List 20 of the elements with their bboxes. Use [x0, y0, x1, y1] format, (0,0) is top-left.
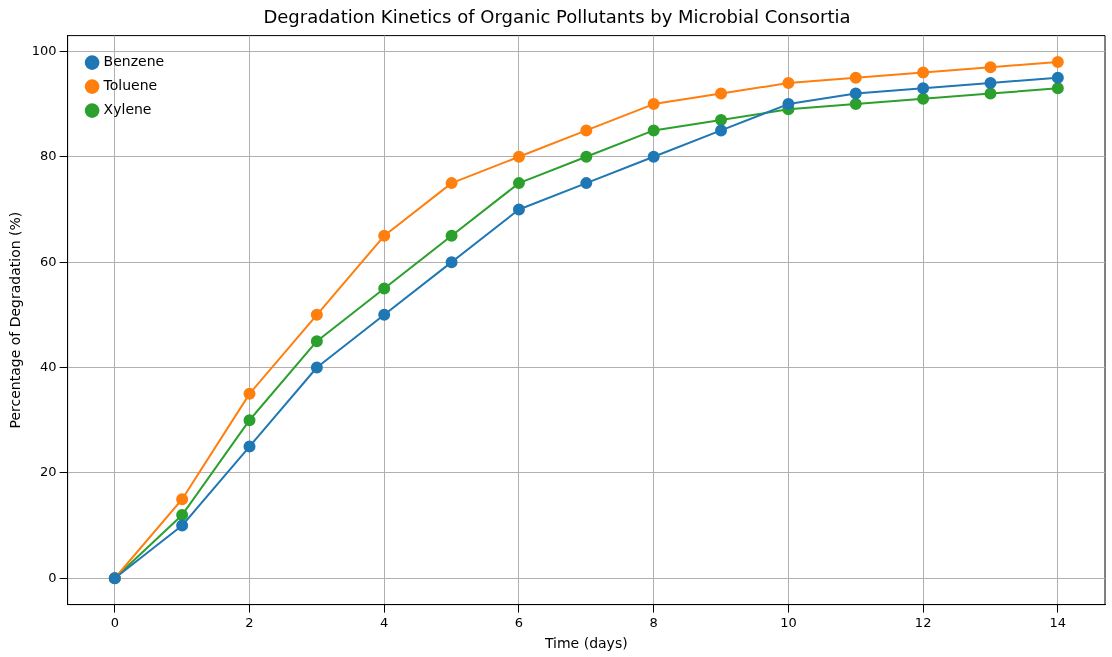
x-tick-label: 6	[514, 614, 524, 630]
y-tick-label: 40	[40, 358, 57, 374]
x-tick-label: 8	[649, 614, 658, 630]
x-axis-title: Time (days)	[543, 635, 628, 652]
x-tick-label: 10	[780, 614, 797, 630]
y-tick-label: 80	[40, 148, 57, 164]
legend-label: Toluene	[102, 77, 158, 94]
legend-label: Xylene	[103, 101, 152, 118]
y-tick-label: 60	[40, 253, 57, 269]
x-tick-label: 0	[110, 614, 119, 630]
y-axis-title: Percentage of Degradation (%)	[7, 211, 24, 429]
y-tick-label: 0	[48, 569, 57, 585]
legend-label: Benzene	[103, 53, 165, 70]
x-tick-label: 14	[1049, 614, 1067, 630]
x-tick-label: 4	[380, 614, 389, 630]
y-tick-label: 20	[40, 464, 57, 480]
y-tick-label: 100	[31, 42, 57, 58]
chart-title: Degradation Kinetics of Organic Pollutants by Microbial Consortia	[263, 6, 851, 28]
x-tick-label: 12	[914, 614, 932, 630]
x-tick-label: 2	[245, 614, 254, 630]
